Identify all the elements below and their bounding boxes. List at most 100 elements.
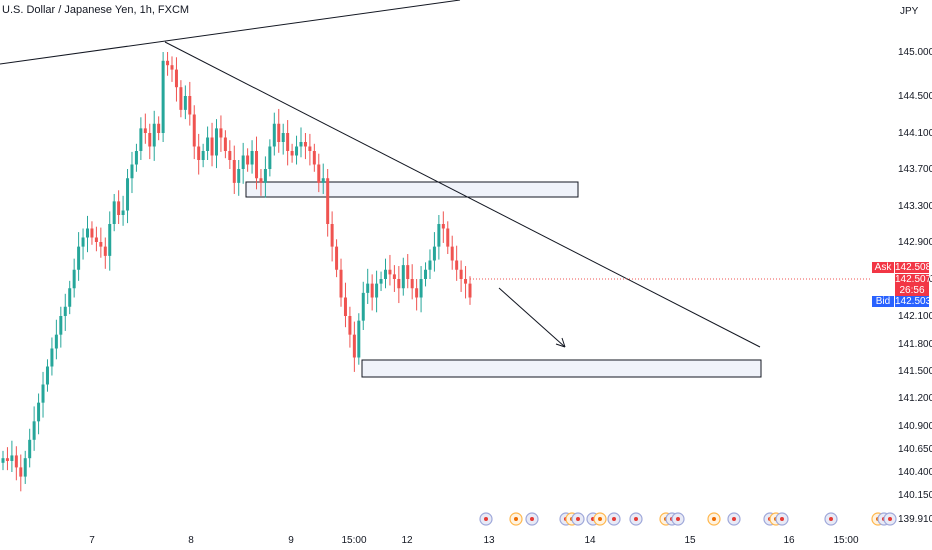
y-tick-label: 142.100 <box>898 311 932 322</box>
y-tick-label: 141.200 <box>898 393 932 404</box>
candle-body <box>441 224 445 229</box>
y-tick-label: 139.910 <box>898 514 932 525</box>
candle-body <box>419 279 423 298</box>
x-tick-label: 9 <box>288 535 294 546</box>
candle-body <box>50 348 54 367</box>
y-tick-label: 143.300 <box>898 201 932 212</box>
candle-body <box>366 283 370 293</box>
candle-body <box>312 151 316 165</box>
event-icon-dot <box>634 517 638 521</box>
candle-body <box>112 201 116 224</box>
candle-body <box>10 455 14 461</box>
supply-zone-box <box>245 181 579 198</box>
candle-body <box>272 123 276 147</box>
candle-body <box>410 279 414 289</box>
candle-body <box>99 242 103 247</box>
candle-body <box>379 279 383 284</box>
candle-body <box>201 151 205 160</box>
bar-countdown: 26:56 <box>895 285 929 296</box>
y-tick-label: 140.900 <box>898 421 932 432</box>
candle-body <box>72 269 76 289</box>
candle-body <box>126 178 130 211</box>
y-tick-label: 140.400 <box>898 467 932 478</box>
last-price-value: 142.507 <box>895 274 932 285</box>
candle-body <box>152 123 156 147</box>
event-icon-dot <box>780 517 784 521</box>
candle-body <box>148 133 152 147</box>
candle-body <box>228 151 232 160</box>
candle-body <box>188 96 192 115</box>
candle-body <box>295 146 299 156</box>
y-tick-label: 142.900 <box>898 237 932 248</box>
candle-body <box>281 133 285 142</box>
event-icon-dot <box>712 517 716 521</box>
candle-body <box>428 260 432 270</box>
candle-body <box>424 269 428 279</box>
ask-tag: Ask <box>872 262 894 273</box>
candle-body <box>308 146 312 151</box>
candle-body <box>14 455 18 468</box>
candle-body <box>392 274 396 279</box>
x-tick-label: 15:00 <box>833 535 858 546</box>
y-tick-label: 140.150 <box>898 490 932 501</box>
event-icon-dot <box>514 517 518 521</box>
candle-body <box>464 279 468 284</box>
candle-body <box>192 114 196 147</box>
event-icon-dot <box>732 517 736 521</box>
candle-body <box>37 402 41 422</box>
descending-trendline <box>164 41 761 348</box>
candle-body <box>90 228 94 238</box>
event-icon-dot <box>888 517 892 521</box>
candle-body <box>232 160 236 183</box>
candle-body <box>219 128 223 138</box>
candle-body <box>54 334 58 349</box>
bid-value: 142.503 <box>895 296 932 307</box>
candle-body <box>303 142 307 147</box>
candle-body <box>397 279 401 289</box>
candle-body <box>370 283 374 298</box>
candle-body <box>68 288 72 307</box>
x-tick-label: 15 <box>684 535 696 546</box>
x-tick-label: 8 <box>188 535 194 546</box>
bid-tag: Bid <box>872 296 894 307</box>
candle-body <box>77 246 81 270</box>
event-icon-dot <box>530 517 534 521</box>
candle-body <box>5 458 9 461</box>
candle-body <box>108 224 112 256</box>
candle-body <box>401 265 405 289</box>
event-icon-dot <box>598 517 602 521</box>
chart-title: U.S. Dollar / Japanese Yen, 1h, FXCM <box>2 4 190 16</box>
arrow-head <box>555 337 566 348</box>
candle-body <box>45 366 49 385</box>
candle-body <box>263 169 267 183</box>
y-tick-label: 145.000 <box>898 47 932 58</box>
candle-body <box>237 169 241 183</box>
event-icon-dot <box>576 517 580 521</box>
candle-body <box>121 210 125 215</box>
candle-body <box>348 316 352 335</box>
candle-body <box>277 123 281 142</box>
candle-body <box>250 151 254 165</box>
candle-body <box>161 60 165 133</box>
candle-body <box>179 87 183 110</box>
candle-body <box>41 384 45 403</box>
candle-body <box>321 178 325 183</box>
upper-trendline <box>0 0 461 65</box>
candle-body <box>290 151 294 156</box>
y-tick-label: 143.700 <box>898 164 932 175</box>
candle-body <box>223 137 227 151</box>
candle-body <box>86 228 90 238</box>
candle-body <box>81 237 85 247</box>
candle-body <box>197 146 201 160</box>
candle-body <box>63 306 67 316</box>
candle-body <box>23 458 27 477</box>
candle-body <box>19 467 23 477</box>
candle-body <box>59 316 63 335</box>
candle-body <box>415 288 419 298</box>
y-tick-label: 140.650 <box>898 444 932 455</box>
candle-body <box>455 260 459 270</box>
candle-body <box>117 201 121 215</box>
candle-body <box>32 421 36 440</box>
event-icon-dot <box>829 517 833 521</box>
